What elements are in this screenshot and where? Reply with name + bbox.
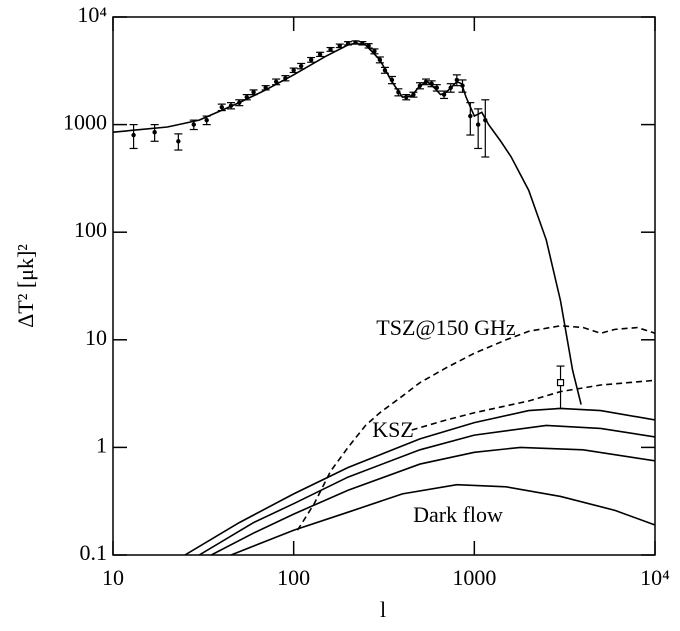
data-point <box>475 122 481 127</box>
data-point <box>176 139 181 144</box>
data-point <box>366 43 371 48</box>
x-tick-label: 10 <box>102 565 124 590</box>
curve <box>184 407 655 555</box>
data-point <box>483 117 488 123</box>
annotation: KSZ <box>372 417 414 442</box>
data-point <box>204 117 209 123</box>
x-axis-label: l <box>380 597 386 622</box>
data-point <box>291 68 296 73</box>
x-tick-label: 1000 <box>452 565 496 590</box>
data-point <box>191 122 196 127</box>
plot-frame <box>112 16 656 556</box>
data-point <box>441 92 447 97</box>
data-point <box>298 63 304 69</box>
data-point <box>434 85 440 90</box>
data-point <box>423 79 429 84</box>
curve <box>411 379 655 431</box>
x-tick-label: 100 <box>277 565 310 590</box>
y-tick-label: 1 <box>96 432 107 457</box>
annotation: TSZ@150 GHz <box>376 315 516 340</box>
curve <box>113 42 582 405</box>
data-point <box>360 41 365 46</box>
data-point <box>152 129 157 135</box>
data-point <box>131 132 136 138</box>
curve <box>210 446 655 555</box>
data-point <box>429 81 434 86</box>
data-point <box>460 83 465 88</box>
x-tick-label: 10⁴ <box>640 565 670 590</box>
data-point <box>372 49 377 54</box>
y-tick-label: 1000 <box>63 110 107 135</box>
y-tick-label: 100 <box>74 217 107 242</box>
data-point <box>556 379 565 387</box>
data-point <box>377 57 383 63</box>
data-point <box>283 75 288 81</box>
annotation: Dark flow <box>413 502 503 527</box>
data-point <box>345 41 351 46</box>
data-point <box>219 105 224 110</box>
data-point <box>396 90 401 95</box>
data-point <box>251 90 256 95</box>
data-point <box>263 85 268 90</box>
curve <box>198 424 655 555</box>
data-point <box>404 94 409 100</box>
y-tick-label: 10 <box>85 325 107 350</box>
data-point <box>328 47 333 52</box>
data-point <box>382 68 388 73</box>
y-tick-label: 10⁴ <box>77 2 107 27</box>
data-point <box>454 77 460 83</box>
y-tick-label: 0.1 <box>80 540 108 565</box>
data-point <box>417 83 423 88</box>
y-axis-label: ΔT² [μk]² <box>13 244 38 328</box>
data-point <box>353 40 358 45</box>
data-point <box>468 113 473 119</box>
data-point <box>244 94 249 100</box>
data-point <box>448 85 453 90</box>
data-point <box>389 77 395 83</box>
data-point <box>308 57 314 63</box>
data-point <box>273 79 279 84</box>
data-point <box>337 43 342 48</box>
data-point <box>317 52 323 57</box>
data-point <box>228 103 234 108</box>
data-point <box>411 92 416 97</box>
data-point <box>237 100 242 105</box>
curve <box>296 324 655 531</box>
curve <box>230 483 655 555</box>
